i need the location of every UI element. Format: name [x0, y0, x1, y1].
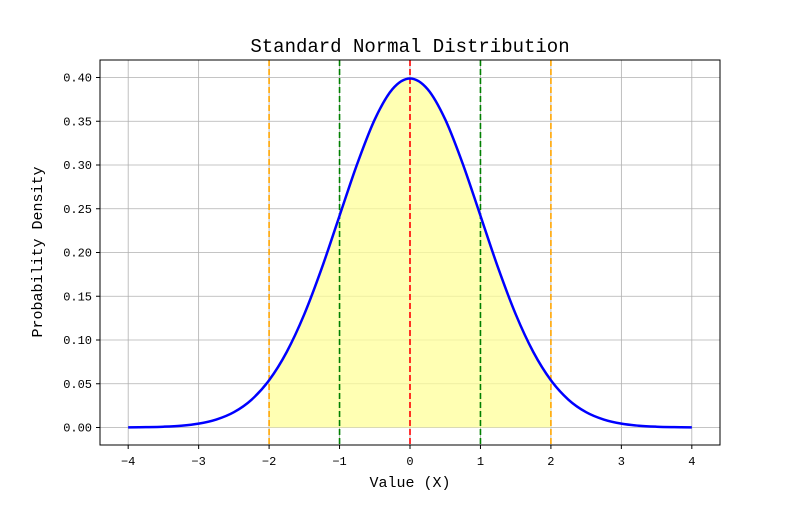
y-tick-label: 0.15 — [63, 290, 92, 304]
y-tick-label: 0.25 — [63, 203, 92, 217]
y-tick-label: 0.35 — [63, 115, 92, 129]
y-tick-label: 0.05 — [63, 378, 92, 392]
x-tick-label: −2 — [262, 455, 276, 469]
y-tick-label: 0.10 — [63, 334, 92, 348]
y-tick-label: 0.20 — [63, 247, 92, 261]
x-tick-label: 0 — [406, 455, 413, 469]
y-axis-ticks: 0.00 0.05 0.10 0.15 0.20 0.25 0.30 0.35 0.40 — [63, 72, 100, 436]
x-axis-label: Value (X) — [369, 475, 450, 492]
x-tick-label: −3 — [191, 455, 205, 469]
x-tick-label: 4 — [688, 455, 695, 469]
x-tick-label: 3 — [618, 455, 625, 469]
y-tick-label: 0.30 — [63, 159, 92, 173]
density-curve — [128, 77, 692, 429]
x-tick-label: 1 — [477, 455, 484, 469]
y-tick-label: 0.00 — [63, 422, 92, 436]
y-axis-label: Probability Density — [30, 166, 47, 337]
x-tick-label: −4 — [121, 455, 135, 469]
chart-title: Standard Normal Distribution — [250, 36, 569, 58]
x-tick-label: −1 — [332, 455, 346, 469]
x-axis-ticks: −4 −3 −2 −1 0 1 2 3 4 — [121, 445, 695, 469]
x-tick-label: 2 — [547, 455, 554, 469]
y-tick-label: 0.40 — [63, 72, 92, 86]
